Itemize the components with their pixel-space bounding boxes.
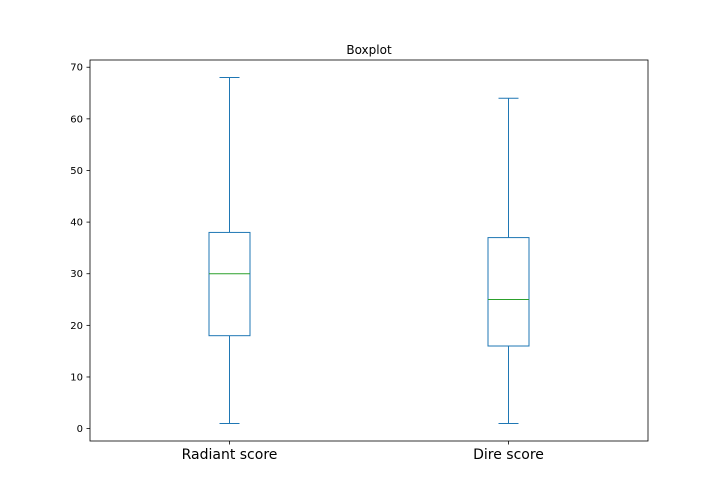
x-tick-label: Radiant score	[182, 447, 278, 463]
y-tick-label: 10	[70, 372, 83, 383]
box-iqr	[208, 231, 251, 337]
y-tick-label: 60	[70, 114, 83, 125]
box-group-radiant-score	[208, 77, 251, 424]
y-tick-label: 20	[70, 321, 83, 332]
axes-layer: 0 10 20 30 40 50 60 70 Radiant score Dire score	[70, 59, 649, 463]
x-tick-label: Dire score	[473, 447, 544, 463]
box-group-dire-score	[487, 97, 530, 424]
y-tick-label: 50	[70, 166, 83, 177]
boxes-layer	[208, 77, 530, 424]
y-tick-label: 70	[70, 63, 83, 74]
plot-frame	[89, 59, 649, 442]
y-tick-label: 0	[77, 424, 83, 435]
y-tick-label: 30	[70, 269, 83, 280]
y-tick-label: 40	[70, 218, 83, 229]
box-iqr	[487, 237, 530, 347]
chart-title: Boxplot	[346, 43, 392, 57]
